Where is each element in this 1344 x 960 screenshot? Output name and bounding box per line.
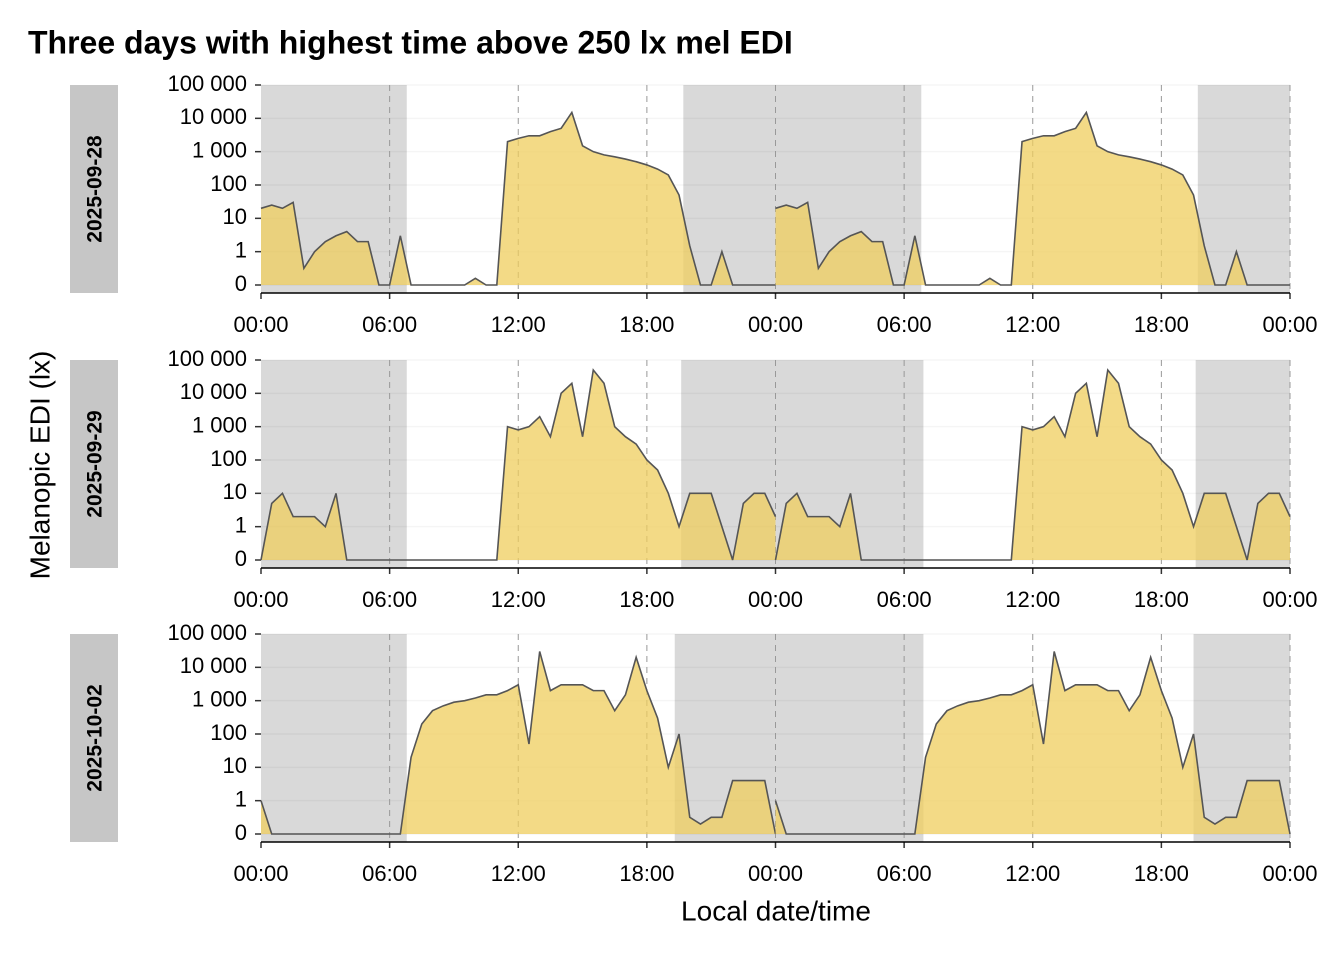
x-tick-label: 12:00 bbox=[491, 861, 546, 886]
line bbox=[774, 368, 1291, 561]
x-tick-label: 06:00 bbox=[877, 312, 932, 337]
line bbox=[775, 110, 1290, 286]
x-tick-label: 18:00 bbox=[1134, 861, 1189, 886]
x-tick-label: 00:00 bbox=[233, 861, 288, 886]
x-tick-label: 00:00 bbox=[1262, 587, 1317, 612]
y-tick-label: 100 000 bbox=[167, 346, 247, 371]
facet-strip bbox=[70, 360, 118, 568]
y-tick-label: 100 bbox=[210, 446, 247, 471]
x-tick-label: 00:00 bbox=[748, 861, 803, 886]
x-tick-label: 18:00 bbox=[1134, 587, 1189, 612]
x-tick-label: 06:00 bbox=[362, 312, 417, 337]
line bbox=[260, 651, 777, 835]
x-axis-title: Local date/time bbox=[681, 895, 871, 926]
y-tick-label: 10 bbox=[223, 479, 247, 504]
y-tick-label: 10 bbox=[223, 753, 247, 778]
x-tick-label: 00:00 bbox=[233, 587, 288, 612]
y-tick-label: 100 000 bbox=[167, 71, 247, 96]
y-tick-label: 1 000 bbox=[192, 686, 247, 711]
facet-label: 2025-10-02 bbox=[84, 684, 107, 791]
y-tick-label: 1 000 bbox=[192, 137, 247, 162]
night-shade bbox=[674, 634, 924, 842]
y-tick-label: 10 bbox=[223, 204, 247, 229]
chart-title: Three days with highest time above 250 l… bbox=[28, 24, 793, 60]
facet-strip bbox=[70, 85, 118, 293]
x-tick-label: 18:00 bbox=[619, 587, 674, 612]
area bbox=[261, 370, 776, 560]
area bbox=[775, 370, 1290, 560]
y-tick-label: 0 bbox=[235, 546, 247, 571]
y-tick-label: 0 bbox=[235, 271, 247, 296]
y-tick-label: 1 bbox=[235, 512, 247, 537]
y-tick-label: 1 bbox=[235, 237, 247, 262]
facet-label: 2025-09-28 bbox=[84, 135, 107, 243]
x-tick-label: 00:00 bbox=[748, 587, 803, 612]
area bbox=[775, 651, 1290, 834]
x-tick-label: 00:00 bbox=[233, 312, 288, 337]
y-tick-label: 1 000 bbox=[192, 412, 247, 437]
x-tick-label: 18:00 bbox=[619, 861, 674, 886]
y-tick-label: 10 000 bbox=[180, 379, 247, 404]
area bbox=[261, 112, 776, 285]
x-tick-label: 18:00 bbox=[1134, 312, 1189, 337]
line bbox=[260, 110, 776, 286]
x-tick-label: 00:00 bbox=[748, 312, 803, 337]
y-axis-title: Melanopic EDI (lx) bbox=[24, 351, 55, 580]
x-tick-label: 12:00 bbox=[1005, 587, 1060, 612]
y-tick-label: 100 bbox=[210, 171, 247, 196]
night-shade bbox=[1197, 85, 1290, 293]
x-tick-label: 12:00 bbox=[1005, 861, 1060, 886]
area bbox=[775, 112, 1290, 285]
line bbox=[260, 368, 777, 561]
x-tick-label: 12:00 bbox=[491, 587, 546, 612]
y-tick-label: 100 000 bbox=[167, 620, 247, 645]
facet-strip bbox=[70, 634, 118, 842]
y-tick-label: 1 bbox=[235, 786, 247, 811]
x-tick-label: 06:00 bbox=[877, 861, 932, 886]
facet-label: 2025-09-29 bbox=[84, 410, 107, 517]
y-tick-label: 0 bbox=[235, 820, 247, 845]
x-tick-label: 00:00 bbox=[1262, 861, 1317, 886]
y-tick-label: 10 000 bbox=[180, 653, 247, 678]
night-shade bbox=[261, 634, 407, 842]
x-tick-label: 06:00 bbox=[877, 587, 932, 612]
x-tick-label: 12:00 bbox=[491, 312, 546, 337]
x-tick-label: 12:00 bbox=[1005, 312, 1060, 337]
x-tick-label: 00:00 bbox=[1262, 312, 1317, 337]
line bbox=[774, 651, 1291, 835]
y-tick-label: 10 000 bbox=[180, 104, 247, 129]
y-tick-label: 100 bbox=[210, 720, 247, 745]
x-tick-label: 06:00 bbox=[362, 861, 417, 886]
x-tick-label: 18:00 bbox=[619, 312, 674, 337]
area bbox=[261, 651, 776, 834]
x-tick-label: 06:00 bbox=[362, 587, 417, 612]
